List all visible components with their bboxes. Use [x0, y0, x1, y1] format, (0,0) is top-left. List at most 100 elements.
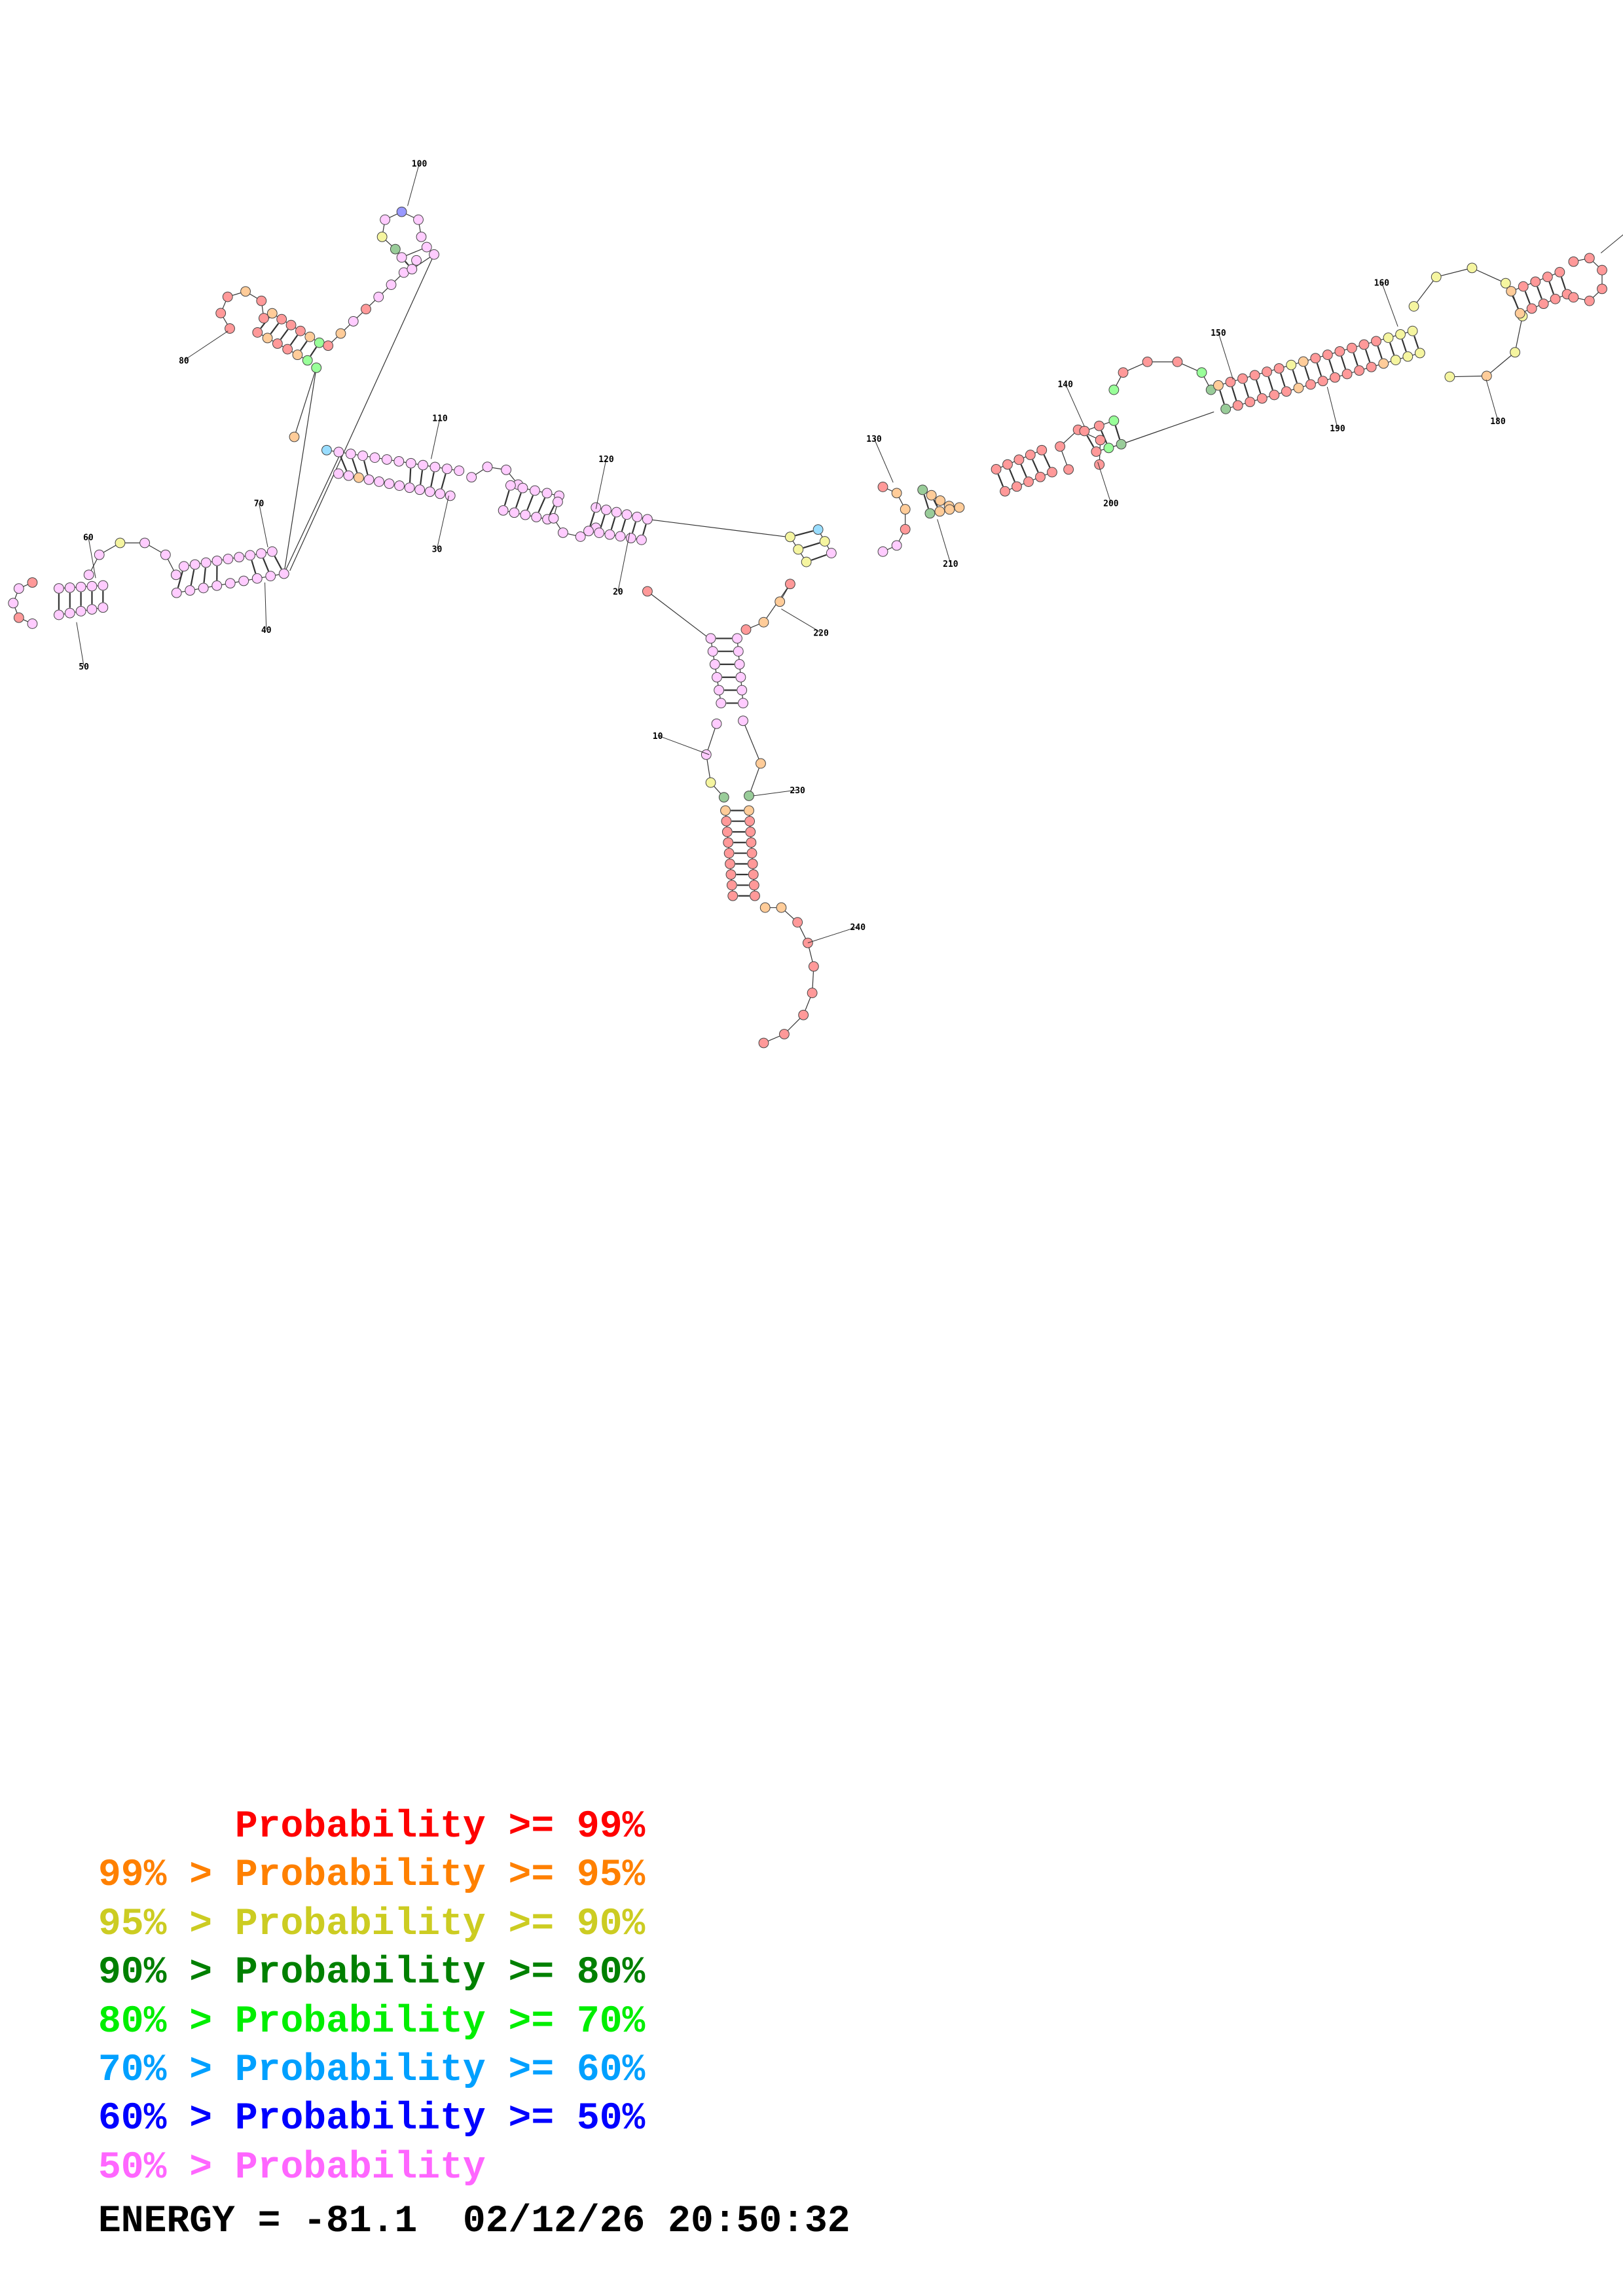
base-pair-bond [1548, 281, 1554, 295]
index-tick-line [1065, 384, 1085, 427]
nucleotide-node [991, 464, 1002, 475]
base-pair-bond [1009, 469, 1015, 482]
nucleotide-node [1002, 459, 1013, 470]
nucleotide-node [1256, 393, 1267, 404]
nucleotide-node [709, 659, 720, 670]
nucleotide-node [604, 529, 615, 540]
legend-text: Probability >= 95% [234, 1854, 646, 1897]
nucleotide-node [935, 495, 946, 506]
nucleotide-node [784, 579, 795, 590]
index-tick-line [183, 331, 228, 361]
nucleotide-node [404, 482, 415, 493]
base-pair-bond [1364, 349, 1371, 363]
nucleotide-node [311, 362, 322, 373]
backbone-segment [283, 367, 317, 574]
base-pair-bond [1255, 380, 1262, 394]
base-pair-bond [515, 492, 522, 508]
probability-legend: Probability >= 99% 99% > Probability >= 9… [98, 1803, 645, 2193]
nucleotide-node [211, 555, 223, 566]
nucleotide-node [723, 848, 735, 859]
nucleotide-node [435, 488, 446, 499]
nucleotide-node [1118, 367, 1129, 378]
nucleotide-node [517, 482, 528, 493]
index-ticks: 10 20 30 40 50 60 70 80 100 110 120 130 140 150 160 180… [76, 159, 1623, 944]
nucleotide-node [784, 531, 795, 543]
base-pair-bond [1537, 286, 1542, 299]
index-label: 160 [1374, 279, 1390, 289]
backbone-segment [1486, 351, 1516, 376]
index-label: 130 [866, 435, 882, 444]
nucleotide-node [466, 472, 477, 483]
backbone-segment [1436, 267, 1472, 278]
nucleotide-node [348, 316, 359, 327]
legend-row: 50% > Probability [98, 2144, 645, 2193]
nucleotide-node [726, 880, 737, 891]
legend-prefix: 95% > [98, 1903, 235, 1946]
nucleotide-node [758, 617, 769, 628]
nucleotide-node [733, 646, 744, 657]
nucleotide-node [345, 448, 356, 459]
base-pair-bond [1267, 376, 1273, 391]
nucleotide-node [776, 902, 787, 913]
nucleotide-node [256, 295, 267, 306]
nucleotide-node [747, 858, 758, 869]
nucleotide-node [1237, 373, 1248, 384]
nucleotide-node [429, 249, 439, 260]
nucleotide-node [530, 485, 540, 496]
nucleotide-node [386, 279, 397, 290]
nucleotide-node [266, 308, 278, 319]
nucleotide-node [744, 790, 754, 801]
nucleotide-node [335, 328, 346, 339]
index-tick-line [1600, 234, 1623, 253]
nucleotide-node [381, 454, 392, 465]
index-tick-line [1218, 332, 1233, 380]
nucleotide-node [256, 548, 266, 559]
nucleotide-node [1273, 363, 1285, 374]
backbone-segment [1514, 315, 1523, 353]
nucleotide-node [285, 319, 297, 331]
base-pair-bond [600, 514, 606, 528]
nucleotide-node [27, 577, 38, 588]
nucleotide-node [1094, 459, 1105, 470]
index-label: 230 [790, 786, 805, 796]
index-tick-line [88, 537, 96, 579]
index-label: 100 [412, 159, 428, 169]
base-pair-bond [795, 530, 814, 537]
nucleotide-node [826, 548, 837, 558]
nucleotide-node [509, 507, 520, 518]
nucleotide-node [746, 837, 757, 848]
nucleotide-node [411, 255, 422, 266]
nucleotide-node [505, 480, 516, 491]
nucleotide-node [807, 988, 818, 998]
base-pair-bond [1401, 339, 1407, 352]
nucleotide-node [1269, 389, 1280, 401]
base-pair-bond [363, 460, 369, 475]
nucleotide-node [1000, 486, 1010, 497]
index-tick-line [807, 926, 858, 944]
index-label: 40 [261, 626, 272, 636]
base-pair-bond [352, 458, 358, 473]
nucleotide-node [396, 252, 407, 263]
nucleotide-node [115, 537, 126, 548]
nucleotide-node [98, 602, 109, 613]
nucleotide-node [333, 468, 344, 479]
base-pair-bond [1316, 363, 1322, 376]
index-tick-line [264, 582, 267, 630]
nucleotide-node [808, 961, 819, 972]
base-pair-bond [1219, 390, 1225, 404]
legend-text: Probability >= 80% [234, 1952, 646, 1995]
legend-row: 60% > Probability >= 50% [98, 2095, 645, 2144]
base-pair-bond [503, 490, 510, 506]
base-pair-bond [1043, 454, 1051, 468]
nucleotide-node [1298, 356, 1309, 367]
nucleotide-node [801, 556, 812, 567]
nucleotide-node [27, 619, 38, 629]
base-pair-bond [1512, 296, 1519, 309]
legend-row: 95% > Probability >= 90% [98, 1901, 645, 1949]
nucleotide-node [343, 470, 354, 481]
nucleotide-node [1334, 346, 1345, 357]
nucleotide-node [1402, 351, 1413, 362]
index-tick-line [657, 735, 710, 755]
backbone-segment [647, 591, 710, 639]
nucleotide-node [262, 332, 273, 344]
